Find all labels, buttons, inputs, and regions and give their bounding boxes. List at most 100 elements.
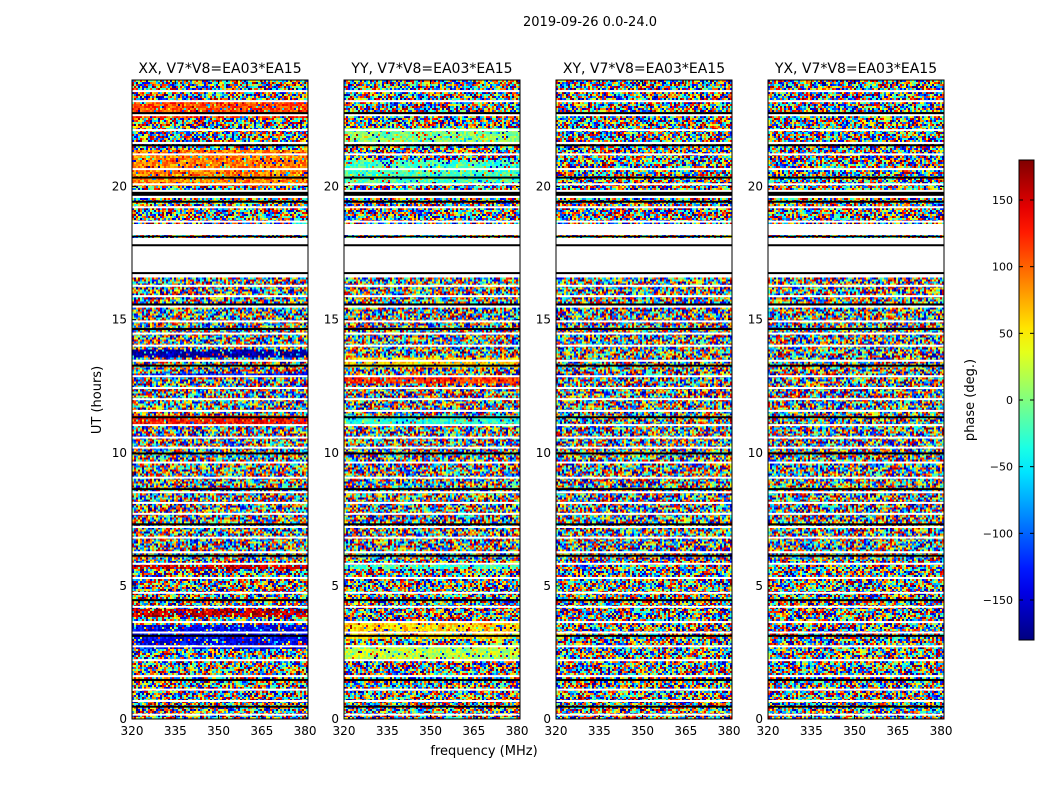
gap-row [344,526,520,529]
gap-row [132,100,308,103]
x-tick-label: 380 [294,724,317,738]
gap-row [556,688,732,691]
gap-row [768,675,944,678]
x-tick-label: 365 [250,724,273,738]
y-tick-label: 10 [112,446,127,460]
flag-row [556,328,732,331]
gap-row [344,114,520,117]
gap-row [768,398,944,401]
flag-row [344,554,520,557]
y-tick-label: 0 [755,712,763,726]
colorbar-tick-label: 150 [992,194,1013,207]
panel-frame [343,79,521,720]
flag-row [556,364,732,367]
flag-row [344,705,520,708]
gap-row [556,90,732,93]
gap-row [344,501,520,504]
x-tick-label: 320 [121,724,144,738]
gap-row [344,141,520,144]
gap-row [344,90,520,93]
panel-title: YY, V7*V8=EA03*EA15 [350,61,512,77]
y-tick-label: 5 [119,579,127,593]
gap-row [344,688,520,691]
gap-row [768,195,944,198]
gap-row [768,551,944,554]
gap-row [344,577,520,580]
gap-row [132,621,308,624]
gap-row [768,446,944,449]
gap-row [556,461,732,464]
y-tick-label: 0 [543,712,551,726]
x-axis-label: frequency (MHz) [430,744,537,759]
flag-row [132,244,308,247]
flag-row [344,416,520,419]
gap-row [344,305,520,308]
gap-row [344,675,520,678]
gap-row [132,713,308,716]
gap-row [132,699,308,702]
panel-title: XY, V7*V8=EA03*EA15 [563,61,725,77]
gap-row [132,261,308,264]
gap-row [768,645,944,648]
gap-row [556,605,732,608]
y-tick-label: 5 [755,579,763,593]
flag-row [344,244,520,247]
flag-row [132,523,308,526]
colorbar-tick-label: −150 [983,594,1013,607]
flag-row [132,191,308,196]
flag-row [768,488,944,491]
gap-row [344,424,520,427]
gap-row [556,577,732,580]
gap-row [768,577,944,580]
x-tick-label: 320 [757,724,780,738]
flag-row [344,272,520,275]
y-tick-label: 5 [543,579,551,593]
panel-1: XX, V7*V8=EA03*EA15 320 335 350 365 380 0 5 10 15… [112,61,317,738]
gap-row [132,206,308,209]
flag-row [556,235,732,238]
gap-row [132,153,308,156]
gap-row [344,129,520,132]
figure-title: 2019-09-26 0.0-24.0 [523,15,657,30]
gap-row [132,129,308,132]
flag-row [344,452,520,455]
gap-row [132,284,308,287]
gap-row [556,284,732,287]
gap-row [132,344,308,347]
flag-row [556,634,732,637]
x-tick-label: 335 [376,724,399,738]
gap-row [768,526,944,529]
x-tick-label: 350 [843,724,866,738]
flag-row [556,176,732,179]
flag-row [556,488,732,491]
panel-3: XY, V7*V8=EA03*EA15 320 335 350 365 380 0 5 10 15… [536,61,741,738]
gap-row [768,295,944,298]
gap-row [768,284,944,287]
gap-row [768,476,944,479]
flag-row [344,679,520,682]
gap-row [768,591,944,594]
gap-row [768,605,944,608]
panel-title: XX, V7*V8=EA03*EA15 [138,61,301,77]
flag-row [132,272,308,275]
flag-row [768,416,944,419]
flag-row [556,272,732,275]
gap-row [132,409,308,412]
gap-row [344,261,520,264]
gap-row [344,436,520,439]
flag-row [768,364,944,367]
gap-row [768,320,944,323]
flag-row [768,176,944,179]
gap-row [344,284,520,287]
gap-row [768,424,944,427]
gap-row [556,713,732,716]
flag-row [768,599,944,602]
gap-row [768,248,944,251]
gap-row [768,100,944,103]
gap-row [556,183,732,186]
x-tick-label: 365 [674,724,697,738]
flag-row [768,452,944,455]
gap-row [344,713,520,716]
flag-row [132,176,308,179]
